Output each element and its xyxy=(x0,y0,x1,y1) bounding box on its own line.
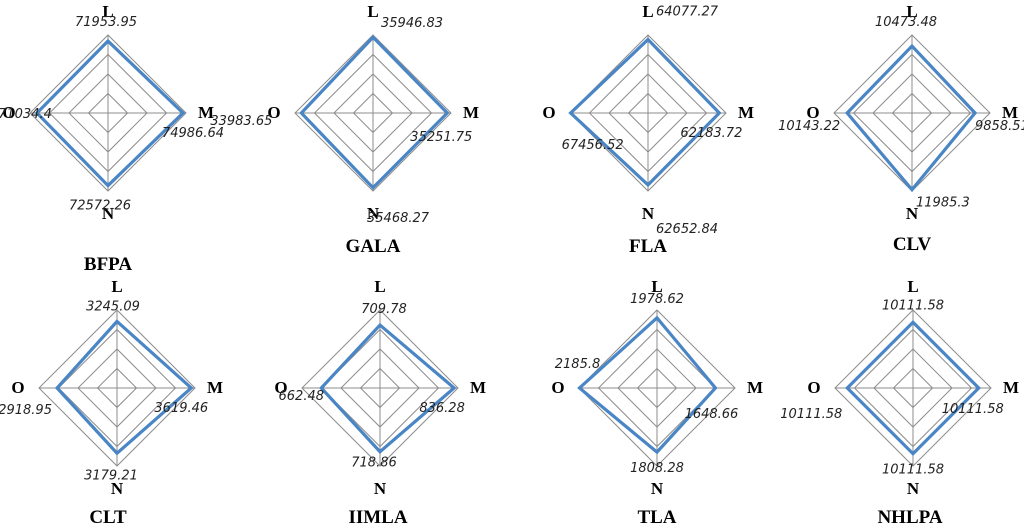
data-label: 72572.26 xyxy=(69,199,131,214)
data-label: 1978.62 xyxy=(630,292,684,307)
axis-label-m: M xyxy=(470,378,486,397)
data-label: 3245.09 xyxy=(86,299,140,314)
chart-title: BFPA xyxy=(84,254,132,275)
data-label: 71953.95 xyxy=(75,15,137,30)
data-label: 35946.83 xyxy=(381,16,443,31)
data-label: 35468.27 xyxy=(367,211,430,226)
axis-label-l: L xyxy=(374,277,385,296)
data-label: 10111.58 xyxy=(882,463,944,478)
data-label: 2918.95 xyxy=(0,403,52,418)
data-label: 10473.48 xyxy=(875,15,937,30)
axis-label-m: M xyxy=(463,103,479,122)
data-label: 62183.72 xyxy=(680,126,742,141)
axis-label-n: N xyxy=(102,204,115,223)
axis-label-o: O xyxy=(2,103,15,122)
data-label: 718.86 xyxy=(351,456,397,471)
series-line xyxy=(34,38,186,188)
chart-title: CLT xyxy=(89,507,127,528)
axis-label-m: M xyxy=(1003,378,1019,397)
chart-title: IIMLA xyxy=(348,507,407,528)
axis-label-n: N xyxy=(651,479,664,498)
series-line xyxy=(577,315,718,455)
radar-chart-clv: L M N O 10473.48 9858.51 11985.3 10143.22 CLV xyxy=(778,2,1024,255)
chart-title: FLA xyxy=(629,236,667,257)
data-label: 2185.8 xyxy=(555,357,601,372)
axis-label-o: O xyxy=(274,378,287,397)
data-label: 67456.52 xyxy=(562,138,624,153)
chart-title: CLV xyxy=(893,234,932,255)
series-line xyxy=(54,319,194,456)
radar-chart-clt: L M N O 3245.09 3619.46 3179.21 2918.95 CLT xyxy=(0,277,223,528)
series-line xyxy=(568,37,722,188)
series-line xyxy=(845,320,981,456)
radar-chart-bfpa: L M N O 71953.95 74986.64 72572.26 71034.4 BFPA xyxy=(0,2,224,275)
radar-chart-gala: L M N O 35946.83 35251.75 35468.27 33983.65 GALA xyxy=(210,2,479,257)
data-label: 11985.3 xyxy=(916,196,970,211)
chart-title: TLA xyxy=(637,507,676,528)
data-label: 62652.84 xyxy=(656,222,718,237)
axis-label-m: M xyxy=(207,378,223,397)
radar-chart-nhlpa: L M N O 10111.58 10111.58 10111.58 10111.58 NHLP… xyxy=(780,277,1019,528)
axis-label-o: O xyxy=(551,378,564,397)
data-label: 3179.21 xyxy=(84,468,138,483)
data-label: 33983.65 xyxy=(210,114,272,129)
axis-label-o: O xyxy=(542,103,555,122)
data-label: 836.28 xyxy=(419,401,465,416)
axis-label-n: N xyxy=(642,204,655,223)
axis-label-n: N xyxy=(111,479,124,498)
radar-chart-iimla: L M N O 709.78 836.28 718.86 662.48 IIMLA xyxy=(274,277,486,528)
radar-chart-fla: L M N O 64077.27 62183.72 62652.84 67456.52 FLA xyxy=(542,2,754,257)
axis-label-m: M xyxy=(747,378,763,397)
data-label: 662.48 xyxy=(279,389,325,404)
axis-label-n: N xyxy=(367,204,380,223)
axis-label-o: O xyxy=(807,378,820,397)
axis-label-o: O xyxy=(11,378,24,397)
data-label: 74986.64 xyxy=(162,126,224,141)
axis-label-n: N xyxy=(907,479,920,498)
axis-label-l: L xyxy=(906,2,917,21)
axis-label-l: L xyxy=(367,2,378,21)
data-label: 71034.4 xyxy=(0,107,52,122)
chart-title: GALA xyxy=(346,236,401,257)
series-line xyxy=(844,43,978,193)
data-label: 1808.28 xyxy=(630,461,684,476)
data-label: 10111.58 xyxy=(942,402,1004,417)
axis-label-l: L xyxy=(102,2,113,21)
axis-label-m: M xyxy=(738,103,754,122)
radar-chart-tla: L M N O 1978.62 1648.66 1808.28 2185.8 TLA xyxy=(551,277,763,528)
axis-label-o: O xyxy=(267,103,280,122)
data-label: 10111.58 xyxy=(780,407,842,422)
series-line xyxy=(299,34,450,191)
axis-label-o: O xyxy=(806,103,819,122)
data-label: 64077.27 xyxy=(656,4,719,19)
axis-label-l: L xyxy=(651,277,662,296)
axis-label-l: L xyxy=(642,2,653,21)
data-label: 1648.66 xyxy=(685,407,739,422)
axis-label-n: N xyxy=(374,479,387,498)
data-label: 35251.75 xyxy=(410,130,472,145)
data-label: 709.78 xyxy=(361,302,407,317)
axis-label-m: M xyxy=(198,103,214,122)
axis-label-m: M xyxy=(1002,103,1018,122)
data-label: 10111.58 xyxy=(882,298,944,313)
axis-label-n: N xyxy=(906,204,919,223)
axis-label-l: L xyxy=(907,277,918,296)
data-label: 10143.22 xyxy=(778,119,840,134)
data-label: 3619.46 xyxy=(154,401,208,416)
chart-title: NHLPA xyxy=(877,507,942,528)
axis-label-l: L xyxy=(111,277,122,296)
series-line xyxy=(319,322,457,454)
data-label: 9858.51 xyxy=(975,119,1024,134)
